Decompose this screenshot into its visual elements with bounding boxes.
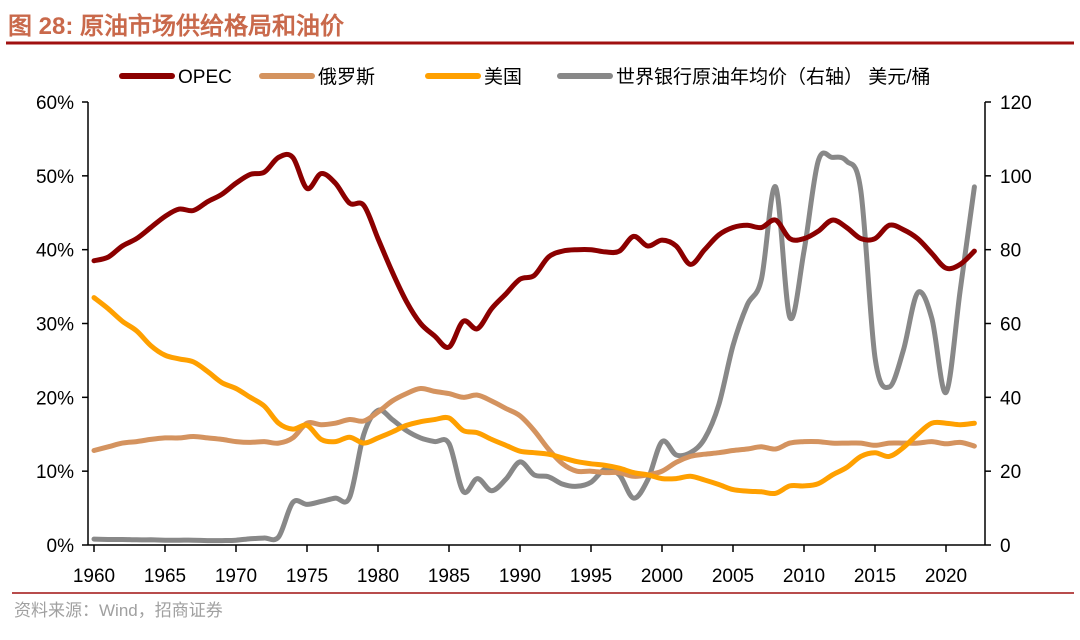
legend-label-russia: 俄罗斯 <box>318 66 375 88</box>
series-line-price <box>91 150 977 544</box>
legend-label-opec: OPEC <box>178 67 232 88</box>
x-tick-label: 2005 <box>712 566 754 587</box>
y-tick-label-right: 100 <box>1000 167 1032 188</box>
series-lines <box>91 150 977 544</box>
y-tick-label-right: 20 <box>1000 462 1021 483</box>
legend-label-price: 世界银行原油年均价（右轴） 美元/桶 <box>616 66 931 88</box>
x-tick-label: 2020 <box>925 566 967 587</box>
x-tick-label: 1970 <box>215 566 257 587</box>
y-tick-label-left: 30% <box>36 315 74 336</box>
y-tick-label-left: 60% <box>36 93 74 114</box>
series-line-russia <box>91 385 977 479</box>
legend: OPEC 俄罗斯 美国 世界银行原油年均价（右轴） 美元/桶 <box>119 66 931 88</box>
y-tick-label-left: 10% <box>36 462 74 483</box>
x-tick-label: 1980 <box>357 566 399 587</box>
x-tick-label: 1995 <box>570 566 612 587</box>
series-line-opec <box>91 151 977 350</box>
x-tick-label: 2000 <box>641 566 683 587</box>
y-tick-label-left: 50% <box>36 167 74 188</box>
legend-label-us: 美国 <box>484 66 522 88</box>
source-note: 资料来源：Wind，招商证券 <box>14 601 223 620</box>
axes: 1960 1965 1970 1975 1980 1985 1990 1995 2000 2005… <box>36 93 1032 587</box>
y-tick-label-right: 80 <box>1000 241 1021 262</box>
x-tick-label: 1965 <box>144 566 186 587</box>
x-tick-label: 1985 <box>428 566 470 587</box>
y-tick-label-right: 40 <box>1000 388 1021 409</box>
y-tick-label-left: 40% <box>36 241 74 262</box>
y-tick-label-left: 20% <box>36 388 74 409</box>
x-tick-label: 2010 <box>783 566 825 587</box>
y-tick-label-right: 120 <box>1000 93 1032 114</box>
x-tick-label: 2015 <box>854 566 896 587</box>
x-tick-label: 1960 <box>73 566 115 587</box>
y-tick-label-right: 0 <box>1000 536 1011 557</box>
y-tick-label-right: 60 <box>1000 315 1021 336</box>
y-tick-label-left: 0% <box>47 536 75 557</box>
series-line-us <box>91 295 977 497</box>
figure-title: 图 28: 原油市场供给格局和油价 <box>8 12 345 40</box>
x-tick-label: 1975 <box>286 566 328 587</box>
x-tick-label: 1990 <box>499 566 541 587</box>
